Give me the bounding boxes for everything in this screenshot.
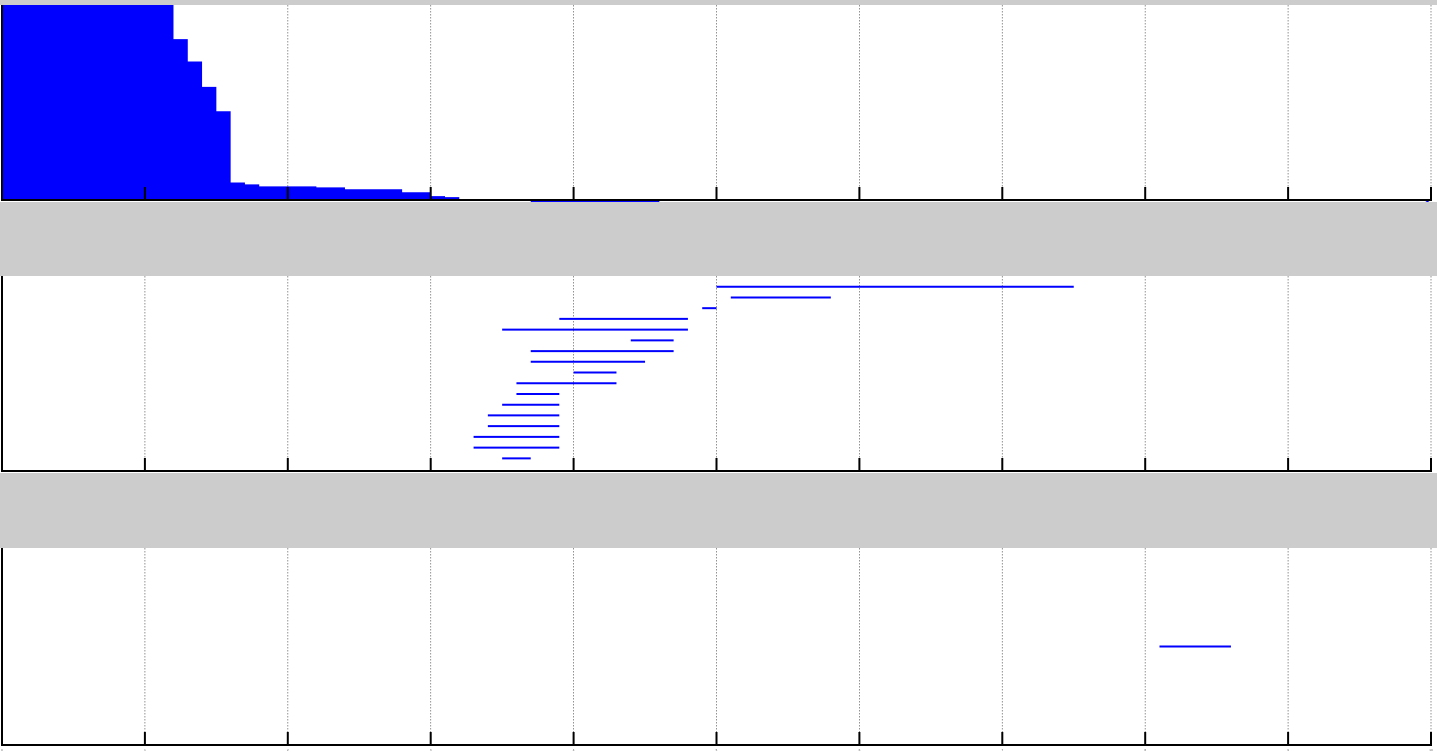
chart-3-xtick-label-10: 10: [1429, 748, 1433, 752]
chart-1-trace-arrow: [1424, 199, 1430, 202]
chart-3-xtick-label-4: 4: [573, 748, 575, 752]
chart-3-xtick-label-9: 9: [1287, 748, 1289, 752]
chart-3-xtick-label-0: 0: [1, 748, 3, 752]
chart-3-xtick-label-1: 1: [144, 748, 146, 752]
chart-1-area-series: [2, 5, 660, 202]
chart-3-plot: 0 1 2 3 4 5 6 7 8 9 10: [1, 548, 1433, 752]
chart-3-xtick-label-8: 8: [1144, 748, 1146, 752]
chart-3-xtick-label-7: 7: [1001, 748, 1003, 752]
chart-panel-3: 0 1 2 3 4 5 6 7 8 9 10: [0, 548, 1437, 752]
chart-3-xtick-label-5: 5: [716, 748, 718, 752]
chart-3-xtick-label-2: 2: [287, 748, 289, 752]
chart-3-xtick-label-6: 6: [858, 748, 860, 752]
chart-3-xtick-label-3: 3: [430, 748, 432, 752]
